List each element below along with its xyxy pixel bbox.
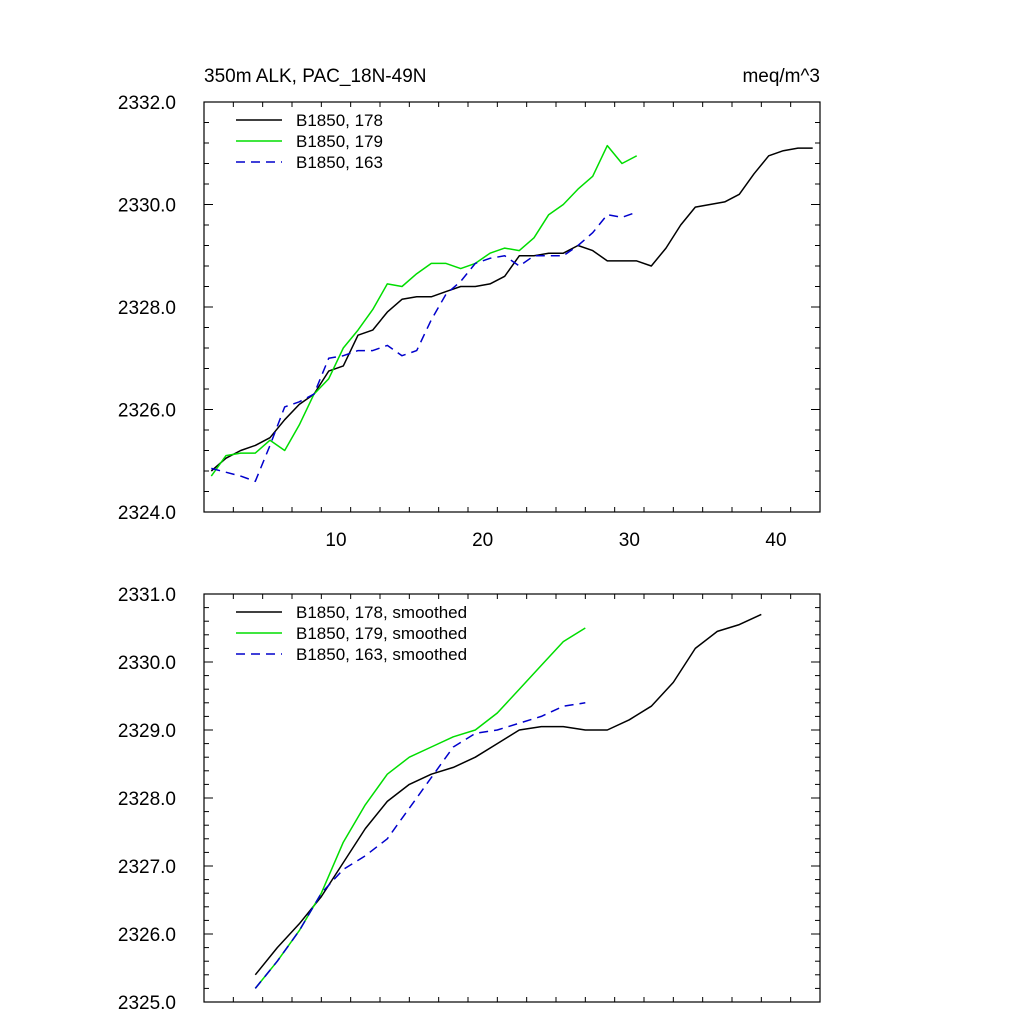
y-tick-label: 2328.0 [118, 298, 176, 319]
chart-title: 350m ALK, PAC_18N-49N [204, 66, 427, 87]
x-tick-label: 10 [325, 530, 346, 551]
series-line [210, 144, 638, 477]
y-tick-label: 2325.0 [118, 993, 176, 1014]
x-tick-label: 40 [765, 530, 786, 551]
series-line [254, 613, 762, 976]
y-tick-label: 2324.0 [118, 503, 176, 524]
y-tick-label: 2326.0 [118, 401, 176, 422]
legend-label: B1850, 178, smoothed [296, 603, 467, 622]
y-tick-label: 2328.0 [118, 789, 176, 810]
chart-units-label: meq/m^3 [742, 66, 820, 87]
y-tick-label: 2330.0 [118, 196, 176, 217]
y-tick-label: 2327.0 [118, 857, 176, 878]
x-tick-label: 20 [472, 530, 493, 551]
series-line [254, 627, 586, 989]
top-chart-panel: 350m ALK, PAC_18N-49N meq/m^3 10 20 30 40 23… [118, 66, 821, 551]
legend-label: B1850, 179 [296, 132, 383, 151]
bottom-chart-panel: 2325.0 2326.0 2327.0 2328.0 2329.0 2330.0 2331… [118, 585, 821, 1014]
series-line [211, 211, 637, 483]
legend-label: B1850, 179, smoothed [296, 624, 467, 643]
y-tick-label: 2326.0 [118, 925, 176, 946]
series-line [254, 702, 586, 989]
y-tick-label: 2331.0 [118, 585, 176, 606]
y-tick-label: 2332.0 [118, 93, 176, 114]
series-line [210, 147, 813, 472]
legend-label: B1850, 178 [296, 111, 383, 130]
x-tick-label: 30 [619, 530, 640, 551]
y-tick-label: 2330.0 [118, 653, 176, 674]
legend-label: B1850, 163, smoothed [296, 645, 467, 664]
y-tick-label: 2329.0 [118, 721, 176, 742]
legend-label: B1850, 163 [296, 153, 383, 172]
